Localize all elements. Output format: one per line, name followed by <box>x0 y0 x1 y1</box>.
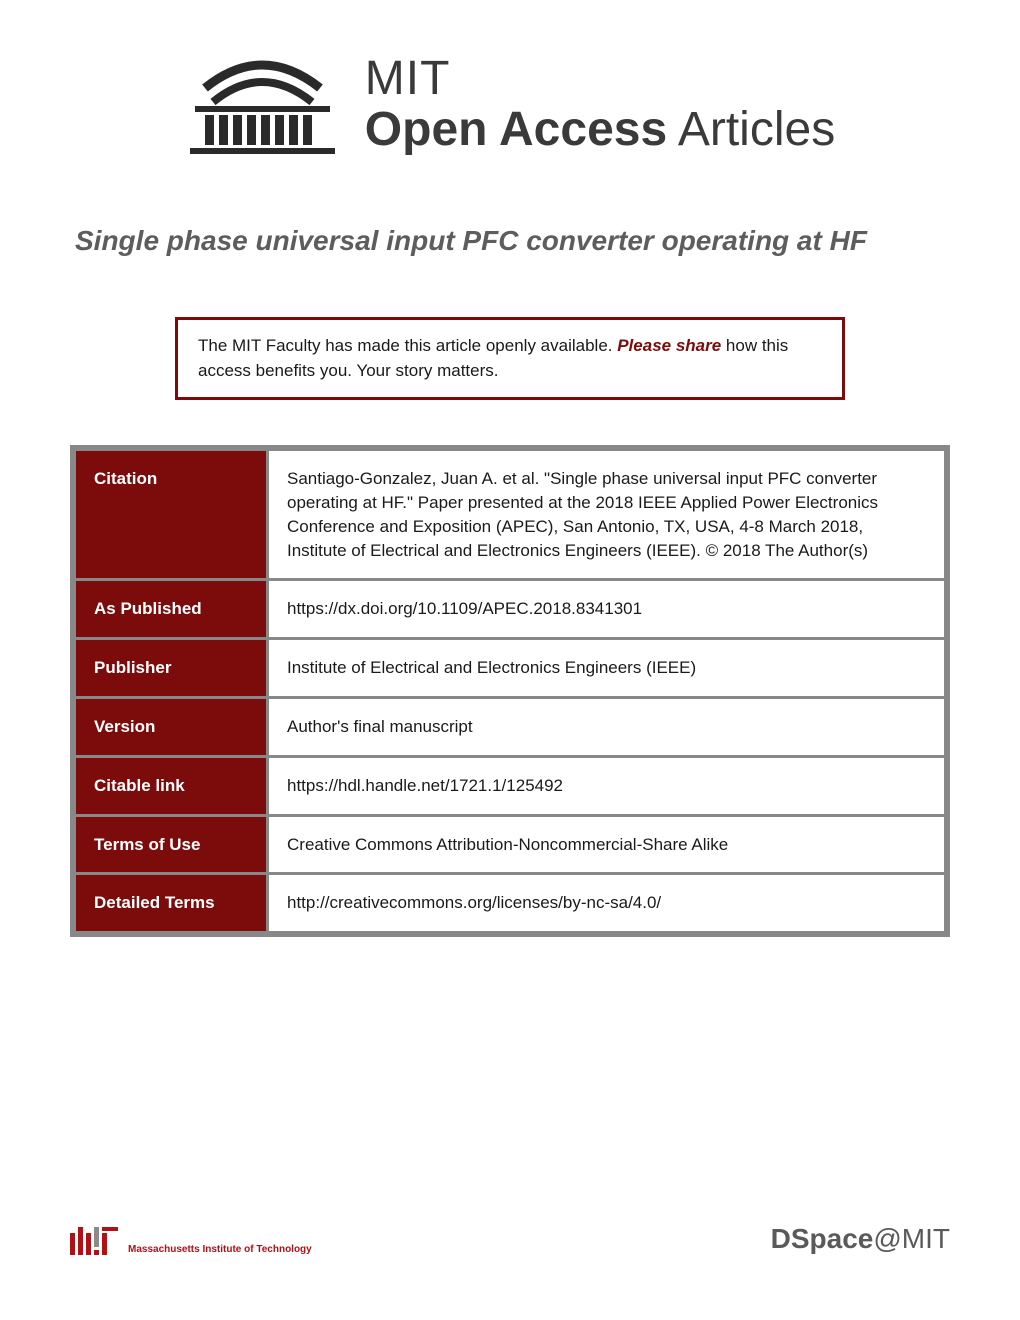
citation-label: Citation <box>76 451 266 578</box>
metadata-table: Citation Santiago-Gonzalez, Juan A. et a… <box>70 445 950 937</box>
table-row: Citable link https://hdl.handle.net/1721… <box>76 758 944 814</box>
share-box: The MIT Faculty has made this article op… <box>175 317 845 400</box>
share-prefix: The MIT Faculty has made this article op… <box>198 336 617 355</box>
citation-value: Santiago-Gonzalez, Juan A. et al. "Singl… <box>269 451 944 578</box>
table-row: Version Author's final manuscript <box>76 699 944 755</box>
citable-link-label: Citable link <box>76 758 266 814</box>
table-row: Citation Santiago-Gonzalez, Juan A. et a… <box>76 451 944 578</box>
table-row: Detailed Terms http://creativecommons.or… <box>76 875 944 931</box>
dspace-logo: DSpace@MIT <box>771 1223 950 1255</box>
detailed-terms-value[interactable]: http://creativecommons.org/licenses/by-n… <box>269 875 944 931</box>
citable-link-value[interactable]: https://hdl.handle.net/1721.1/125492 <box>269 758 944 814</box>
publisher-label: Publisher <box>76 640 266 696</box>
as-published-label: As Published <box>76 581 266 637</box>
article-title: Single phase universal input PFC convert… <box>75 225 950 257</box>
terms-value: Creative Commons Attribution-Noncommerci… <box>269 817 944 873</box>
version-value: Author's final manuscript <box>269 699 944 755</box>
version-label: Version <box>76 699 266 755</box>
header-logo: MIT Open Access Articles <box>70 50 950 155</box>
share-emphasis[interactable]: Please share <box>617 336 721 355</box>
as-published-value[interactable]: https://dx.doi.org/10.1109/APEC.2018.834… <box>269 581 944 637</box>
table-row: As Published https://dx.doi.org/10.1109/… <box>76 581 944 637</box>
header-openaccess-line: Open Access Articles <box>365 105 835 155</box>
table-row: Terms of Use Creative Commons Attributio… <box>76 817 944 873</box>
footer: Massachusetts Institute of Technology DS… <box>70 1223 950 1255</box>
header-mit-line: MIT <box>365 54 835 104</box>
publisher-value: Institute of Electrical and Electronics … <box>269 640 944 696</box>
header-text: MIT Open Access Articles <box>365 54 835 155</box>
mit-footer-logo: Massachusetts Institute of Technology <box>70 1227 312 1255</box>
mit-bars-icon <box>70 1227 118 1255</box>
terms-label: Terms of Use <box>76 817 266 873</box>
mit-footer-text: Massachusetts Institute of Technology <box>128 1244 312 1255</box>
dome-icon <box>185 50 340 155</box>
detailed-terms-label: Detailed Terms <box>76 875 266 931</box>
table-row: Publisher Institute of Electrical and El… <box>76 640 944 696</box>
